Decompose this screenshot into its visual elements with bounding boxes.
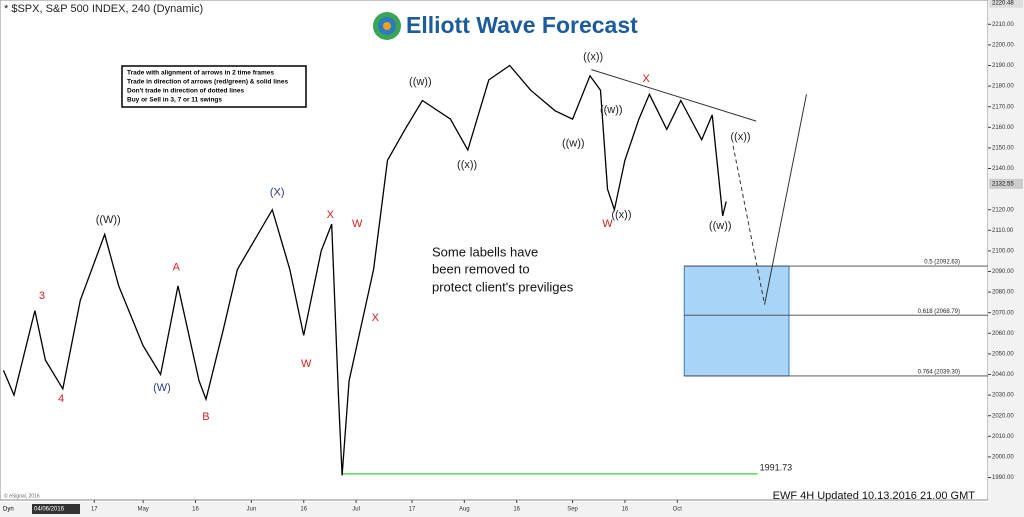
y-tick-label: 2120.00 [992, 207, 1014, 213]
y-tick-label: 1990.00 [992, 475, 1014, 481]
fib-label: 0.764 (2039.30) [918, 370, 960, 376]
x-tick-label: Jun [247, 507, 257, 513]
wave-label: ((x)) [457, 159, 477, 171]
rule: Trade with alignment of arrows in 2 time… [127, 70, 274, 77]
wave-label: ((W)) [96, 214, 121, 226]
y-tick-label: 2160.00 [992, 125, 1014, 131]
wave-label: W [602, 218, 613, 230]
wave-label: 4 [58, 393, 64, 405]
y-tick-label: 2150.00 [992, 145, 1014, 151]
rule: Trade in direction of arrows (red/green)… [127, 79, 288, 86]
wave-label: ((w)) [562, 138, 585, 150]
projection-solid [764, 94, 807, 305]
y-tick-label: 2110.00 [992, 228, 1014, 234]
wave-label: ((x)) [611, 209, 631, 221]
wave-label: ((w)) [709, 220, 732, 232]
y-tick-label: 2020.00 [992, 413, 1014, 419]
x-tick-label: Jul [352, 507, 360, 513]
y-tick-label: 2000.00 [992, 454, 1014, 460]
y-tick-label: 2140.00 [992, 166, 1014, 172]
x-tick-label: 16 [622, 507, 629, 513]
x-tick-label: Aug [459, 507, 470, 513]
y-tick-label: 2090.00 [992, 269, 1014, 275]
y-tick-label: 2180.00 [992, 84, 1014, 90]
price-badge [989, 178, 1023, 189]
price-badge-label: 2132.55 [992, 181, 1014, 187]
x-tick-label: 17 [91, 507, 98, 513]
fib-label: 0.5 (2092.63) [924, 260, 960, 266]
y-tick-label: 2060.00 [992, 331, 1014, 337]
chart-title: * $SPX, S&P 500 INDEX, 240 (Dynamic) [4, 3, 203, 15]
note: protect client's previliges [432, 279, 574, 294]
logo: Elliott Wave Forecast [373, 12, 638, 40]
interval-button[interactable]: Dyn [3, 507, 14, 513]
wave-label: ((w)) [600, 104, 623, 116]
rule: Don't trade in direction of dotted lines [127, 88, 244, 95]
rule: Buy or Sell in 3, 7 or 11 swings [127, 97, 222, 104]
x-tick-label: 17 [409, 507, 416, 513]
fib-label: 0.618 (2068.79) [918, 309, 960, 315]
wave-label: ((x)) [583, 51, 603, 63]
y-tick-label: 2170.00 [992, 104, 1014, 110]
wave-label: X [327, 209, 335, 221]
y-tick-label: 2100.00 [992, 248, 1014, 254]
y-tick-label: 2200.00 [992, 42, 1014, 48]
price-badge-label: 2220.48 [992, 0, 1014, 6]
logo-icon [383, 22, 391, 30]
y-tick-label: 2070.00 [992, 310, 1014, 316]
wave-label: ((w)) [409, 76, 432, 88]
wave-label: X [372, 312, 380, 324]
low-label: 1991.73 [760, 462, 793, 472]
x-tick-label: 16 [300, 507, 307, 513]
y-tick-label: 2080.00 [992, 290, 1014, 296]
price-line [2, 64, 727, 476]
x-tick-label: Sep [567, 507, 578, 513]
logo-text: Elliott Wave Forecast [406, 12, 638, 38]
x-tick-label: 16 [192, 507, 199, 513]
wave-label: (X) [270, 187, 285, 199]
wave-label: W [301, 358, 312, 370]
copyright: © eSignal, 2016 [4, 492, 40, 499]
y-tick-label: 2010.00 [992, 434, 1014, 440]
y-tick-label: 2050.00 [992, 351, 1014, 357]
wave-label: X [643, 73, 651, 85]
wave-label: A [173, 261, 181, 273]
note: been removed to [432, 261, 530, 276]
price-badge [989, 0, 1023, 8]
x-tick-label: Oct [673, 507, 683, 513]
fib-zone [683, 265, 790, 377]
y-tick-label: 2210.00 [992, 22, 1014, 28]
wave-label: ((x)) [730, 131, 750, 143]
footer: EWF 4H Updated 10.13.2016 21.00 GMT [773, 490, 976, 502]
wave-label: B [202, 411, 209, 423]
wave-label: 3 [39, 290, 45, 302]
note: Some labells have [432, 244, 538, 259]
trendline [591, 69, 757, 122]
y-tick-label: 2190.00 [992, 63, 1014, 69]
x-axis-strip [0, 502, 988, 517]
wave-label: (W) [153, 382, 171, 394]
projection-dashed [732, 145, 766, 305]
wave-label: W [352, 218, 363, 230]
rules-box [121, 65, 307, 108]
x-tick-label: 16 [513, 507, 520, 513]
cursor-date: 04/06/2016 [34, 507, 65, 513]
y-axis-strip [988, 0, 1024, 517]
y-tick-label: 2040.00 [992, 372, 1014, 378]
y-tick-label: 2030.00 [992, 393, 1014, 399]
cursor-date-box [32, 504, 80, 514]
x-tick-label: May [137, 507, 148, 513]
